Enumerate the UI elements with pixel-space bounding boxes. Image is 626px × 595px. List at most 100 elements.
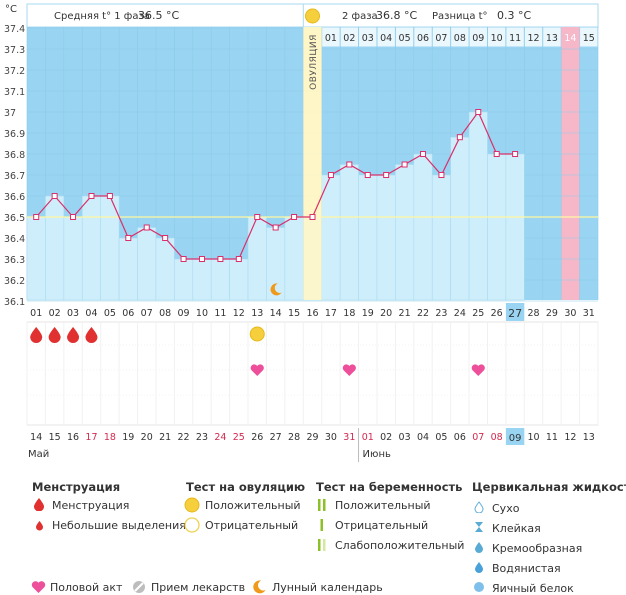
temperature-point xyxy=(512,151,519,157)
calendar-date-label: 30 xyxy=(325,432,337,443)
phase2-day-box xyxy=(469,27,487,47)
temperature-bar xyxy=(358,174,378,301)
calendar-date-label: 05 xyxy=(435,432,447,443)
phase2-day-label: 12 xyxy=(527,33,539,44)
temperature-point xyxy=(235,256,242,262)
month-may-label: Май xyxy=(28,449,49,460)
legend-medication: Прием лекарств xyxy=(151,581,246,594)
y-tick-label: 36.1 xyxy=(4,297,25,308)
cycle-day-label: 13 xyxy=(251,308,263,319)
calendar-date-label: 23 xyxy=(196,432,208,443)
phase2-day-box xyxy=(487,27,506,47)
intercourse-heart-icon xyxy=(250,364,264,376)
calendar-date-label: 12 xyxy=(564,432,576,443)
current-day-box xyxy=(505,303,525,321)
legend-ovulation-positive: Положительный xyxy=(205,499,301,512)
y-tick-label: 36.3 xyxy=(4,255,25,266)
expected-period-band xyxy=(561,27,580,300)
phase2-day-label: 08 xyxy=(454,33,466,44)
phase2-day-box xyxy=(414,27,432,47)
cycle-day-label: 29 xyxy=(546,308,558,319)
blood-drop-icon xyxy=(34,498,44,511)
cycle-day-label: 02 xyxy=(49,308,61,319)
y-tick-label: 37.4 xyxy=(4,24,25,35)
legend-cervical-dry: Сухо xyxy=(492,502,520,515)
temperature-point xyxy=(493,151,500,157)
legend-cervical-sticky: Клейкая xyxy=(492,522,541,535)
temperature-bar xyxy=(137,227,157,301)
y-tick-label: 37.1 xyxy=(4,87,25,98)
intercourse-heart-icon xyxy=(342,364,356,376)
calendar-date-label: 25 xyxy=(233,432,245,443)
temperature-bar xyxy=(118,237,138,301)
cycle-day-label: 01 xyxy=(30,308,42,319)
moon-icon xyxy=(270,283,282,296)
temperature-bar xyxy=(45,195,65,301)
phase2-day-label: 14 xyxy=(564,33,576,44)
calendar-date-label: 17 xyxy=(85,432,97,443)
legend-ovulation-negative: Отрицательный xyxy=(205,519,299,532)
temperature-point xyxy=(180,256,187,262)
cycle-day-label: 21 xyxy=(399,308,411,319)
sticky-icon xyxy=(475,522,483,532)
phase2-day-label: 03 xyxy=(362,33,374,44)
y-tick-label: 37.3 xyxy=(4,45,25,56)
cycle-day-label: 23 xyxy=(435,308,447,319)
calendar-date-label: 04 xyxy=(417,432,429,443)
phase2-day-label: 04 xyxy=(380,33,392,44)
phase2-day-box xyxy=(322,27,340,47)
phase1-value: 36.5 °C xyxy=(138,9,179,22)
calendar-date-label: 16 xyxy=(67,432,79,443)
phase2-label: 2 фаза xyxy=(342,11,378,22)
cycle-day-label: 06 xyxy=(122,308,134,319)
temperature-point xyxy=(143,224,150,231)
y-tick-label: 36.8 xyxy=(4,150,25,161)
legend-cervical-watery: Водянистая xyxy=(492,562,561,575)
phase2-day-label: 01 xyxy=(325,33,337,44)
calendar-date-label: 08 xyxy=(491,432,503,443)
menstruation-drop-icon xyxy=(30,327,43,343)
calendar-date-label: 07 xyxy=(472,432,484,443)
cycle-day-label: 16 xyxy=(306,308,318,319)
calendar-date-label: 15 xyxy=(49,432,61,443)
watery-icon xyxy=(475,562,483,573)
cycle-day-label: 10 xyxy=(196,308,208,319)
y-tick-label: 37.2 xyxy=(4,66,25,77)
month-june-label: Июнь xyxy=(363,449,391,460)
temperature-point xyxy=(106,193,113,199)
phase2-value: 36.8 °C xyxy=(376,9,417,22)
temperature-bar xyxy=(321,174,341,301)
cycle-day-label: 11 xyxy=(214,308,226,319)
legend-cervical-creamy: Кремообразная xyxy=(492,542,583,555)
cycle-day-label: 05 xyxy=(104,308,116,319)
unit-label: °C xyxy=(5,4,17,15)
temperature-point xyxy=(272,224,279,231)
calendar-date-label: 09 xyxy=(509,433,522,444)
temperature-bar xyxy=(395,164,415,301)
temperature-point xyxy=(420,151,427,157)
calendar-date-label: 02 xyxy=(380,432,392,443)
phase2-day-box xyxy=(543,27,561,47)
temperature-bar xyxy=(413,153,433,301)
phase2-day-box xyxy=(580,27,598,47)
ovulation-sun-icon xyxy=(305,8,320,24)
calendar-date-label: 14 xyxy=(30,432,42,443)
cycle-day-label: 14 xyxy=(270,308,282,319)
phase2-day-label: 10 xyxy=(491,33,503,44)
temperature-bar xyxy=(468,111,488,301)
negative-ovulation-icon xyxy=(184,517,200,533)
cycle-day-label: 09 xyxy=(178,308,190,319)
legend-pregnancy-test-title: Тест на беременность xyxy=(316,480,463,494)
y-tick-label: 37 xyxy=(4,108,16,119)
heart-icon xyxy=(31,581,46,593)
phase2-day-box xyxy=(432,27,451,47)
calendar-date-label: 21 xyxy=(159,432,171,443)
calendar-date-label: 27 xyxy=(270,432,282,443)
y-tick-label: 36.2 xyxy=(4,276,25,287)
pregnancy-positive-icon xyxy=(318,499,326,511)
cycle-day-label: 17 xyxy=(325,308,337,319)
period-day-box xyxy=(561,27,580,47)
phase2-day-label: 15 xyxy=(583,33,595,44)
phase2-day-box xyxy=(359,27,377,47)
legend-menstruation-title: Менструация xyxy=(32,480,121,494)
